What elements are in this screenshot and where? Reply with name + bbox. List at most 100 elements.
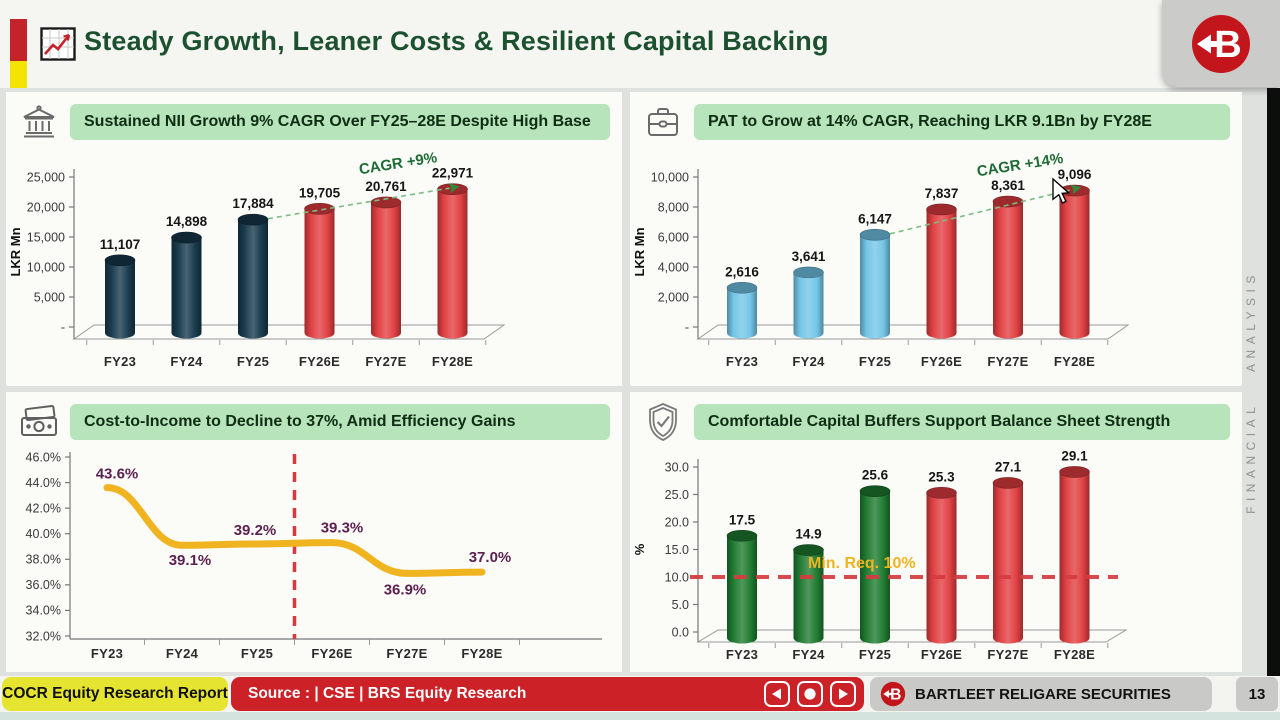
svg-text:FY26E: FY26E (921, 354, 962, 369)
panel-pat-growth: PAT to Grow at 14% CAGR, Reaching LKR 9.… (630, 92, 1242, 386)
svg-text:25.0: 25.0 (665, 488, 689, 502)
svg-text:-: - (61, 320, 65, 334)
svg-text:B: B (1214, 24, 1241, 66)
svg-text:CAGR +9%: CAGR +9% (358, 149, 438, 178)
page-number: 13 (1236, 677, 1278, 711)
svg-text:LKR Mn: LKR Mn (632, 227, 647, 276)
panel-banner-row: Cost-to-Income to Decline to 37%, Amid E… (6, 392, 622, 444)
svg-text:%: % (632, 543, 647, 555)
svg-text:5,000: 5,000 (34, 290, 65, 304)
svg-text:FY24: FY24 (792, 354, 825, 369)
svg-text:2,000: 2,000 (658, 290, 689, 304)
accent-yellow-block (10, 61, 27, 88)
svg-text:6,147: 6,147 (858, 211, 892, 226)
svg-text:FY28E: FY28E (432, 354, 473, 369)
svg-text:FY28E: FY28E (461, 646, 502, 661)
svg-text:19,705: 19,705 (299, 185, 341, 200)
svg-text:25.6: 25.6 (862, 468, 889, 483)
slide-header: Steady Growth, Leaner Costs & Resilient … (0, 0, 1280, 88)
svg-text:30.0: 30.0 (665, 460, 689, 474)
svg-text:FY23: FY23 (726, 647, 758, 662)
svg-text:20.0: 20.0 (665, 515, 689, 529)
svg-text:15.0: 15.0 (665, 543, 689, 557)
svg-text:FY26E: FY26E (311, 646, 352, 661)
svg-text:34.0%: 34.0% (26, 604, 61, 618)
svg-text:CAGR +14%: CAGR +14% (976, 150, 1065, 180)
slide-footer: COCR Equity Research Report Source : | C… (0, 676, 1280, 712)
svg-text:-: - (685, 320, 689, 334)
svg-text:17,884: 17,884 (232, 196, 274, 211)
svg-text:Min. Req. 10%: Min. Req. 10% (808, 555, 916, 572)
svg-text:FY27E: FY27E (987, 354, 1028, 369)
svg-text:46.0%: 46.0% (26, 450, 61, 464)
chart-title-banner: Comfortable Capital Buffers Support Bala… (694, 404, 1230, 440)
brand-logo-icon: B (880, 681, 906, 707)
svg-text:36.9%: 36.9% (384, 581, 427, 598)
capital-buffers-bar-chart: 30.0 25.0 20.0 15.0 10.0 5.0 0.0 17.5 14.9 25.6 25… (632, 448, 1128, 662)
accent-red-block (10, 19, 27, 61)
svg-text:14.9: 14.9 (795, 527, 821, 542)
pat-bar-chart: 10,000 8,000 6,000 4,000 2,000 - 2,616 3,641 6,1… (632, 150, 1130, 369)
svg-text:22,971: 22,971 (432, 166, 474, 181)
next-button[interactable] (830, 681, 856, 707)
svg-text:2,616: 2,616 (725, 264, 759, 279)
chart-title-banner: PAT to Grow at 14% CAGR, Reaching LKR 9.… (694, 104, 1230, 140)
panel-banner-row: PAT to Grow at 14% CAGR, Reaching LKR 9.… (630, 92, 1242, 144)
svg-text:FY24: FY24 (792, 647, 825, 662)
nav-controls (764, 681, 856, 707)
svg-text:FY24: FY24 (166, 646, 199, 661)
svg-text:FY27E: FY27E (365, 354, 406, 369)
svg-text:42.0%: 42.0% (26, 501, 61, 515)
chart-title-banner: Sustained NII Growth 9% CAGR Over FY25–2… (70, 104, 610, 140)
svg-text:FY27E: FY27E (386, 646, 427, 661)
svg-text:6,000: 6,000 (658, 230, 689, 244)
svg-text:FY27E: FY27E (987, 647, 1028, 662)
svg-text:27.1: 27.1 (995, 459, 1022, 474)
svg-text:FY28E: FY28E (1054, 354, 1095, 369)
cash-icon (18, 405, 60, 439)
panel-capital-buffers: Comfortable Capital Buffers Support Bala… (630, 392, 1242, 672)
svg-text:FY24: FY24 (170, 354, 203, 369)
svg-text:25,000: 25,000 (27, 170, 65, 184)
svg-text:FY23: FY23 (726, 354, 758, 369)
svg-text:FY23: FY23 (104, 354, 136, 369)
svg-text:17.5: 17.5 (729, 512, 756, 527)
svg-text:15,000: 15,000 (27, 230, 65, 244)
svg-text:20,761: 20,761 (365, 179, 407, 194)
chart-title-banner: Cost-to-Income to Decline to 37%, Amid E… (70, 404, 610, 440)
svg-text:FY23: FY23 (91, 646, 123, 661)
svg-text:4,000: 4,000 (658, 260, 689, 274)
svg-text:3,641: 3,641 (792, 249, 826, 264)
svg-text:37.0%: 37.0% (469, 549, 512, 566)
svg-text:7,837: 7,837 (925, 186, 959, 201)
svg-text:20,000: 20,000 (27, 200, 65, 214)
panel-banner-row: Sustained NII Growth 9% CAGR Over FY25–2… (6, 92, 622, 144)
svg-text:LKR Mn: LKR Mn (8, 227, 23, 276)
svg-text:FY25: FY25 (241, 646, 273, 661)
svg-text:FY26E: FY26E (921, 647, 962, 662)
shield-check-icon (642, 402, 684, 442)
brand-badge: B BARTLEET RELIGARE SECURITIES (870, 677, 1212, 711)
svg-text:39.1%: 39.1% (169, 552, 212, 569)
briefcase-icon (642, 104, 684, 140)
company-logo: B (1162, 0, 1280, 87)
svg-text:14,898: 14,898 (166, 214, 208, 229)
svg-text:36.0%: 36.0% (26, 578, 61, 592)
bottom-edge-strip (0, 712, 1280, 720)
svg-text:FY28E: FY28E (1054, 647, 1095, 662)
svg-text:10.0: 10.0 (665, 570, 689, 584)
panel-nii-growth: Sustained NII Growth 9% CAGR Over FY25–2… (6, 92, 622, 386)
cost-to-income-line-chart: 46.0% 44.0% 42.0% 40.0% 38.0% 36.0% 34.0% 32.0%… (26, 450, 602, 661)
svg-text:40.0%: 40.0% (26, 527, 61, 541)
financial-analysis-vertical-label: FINANCIAL ANALYSIS (1244, 270, 1258, 514)
source-bar: Source : | CSE | BRS Equity Research (231, 677, 864, 711)
svg-text:FY25: FY25 (859, 647, 891, 662)
mouse-cursor (1052, 177, 1071, 204)
svg-text:10,000: 10,000 (651, 170, 689, 184)
svg-text:8,000: 8,000 (658, 200, 689, 214)
prev-button[interactable] (764, 681, 790, 707)
next-triangle-icon (839, 688, 848, 700)
nii-bar-chart: 25,000 20,000 15,000 10,000 5,000 - 11,107 14,8… (8, 149, 506, 369)
svg-text:B: B (890, 686, 901, 703)
stop-button[interactable] (797, 681, 823, 707)
